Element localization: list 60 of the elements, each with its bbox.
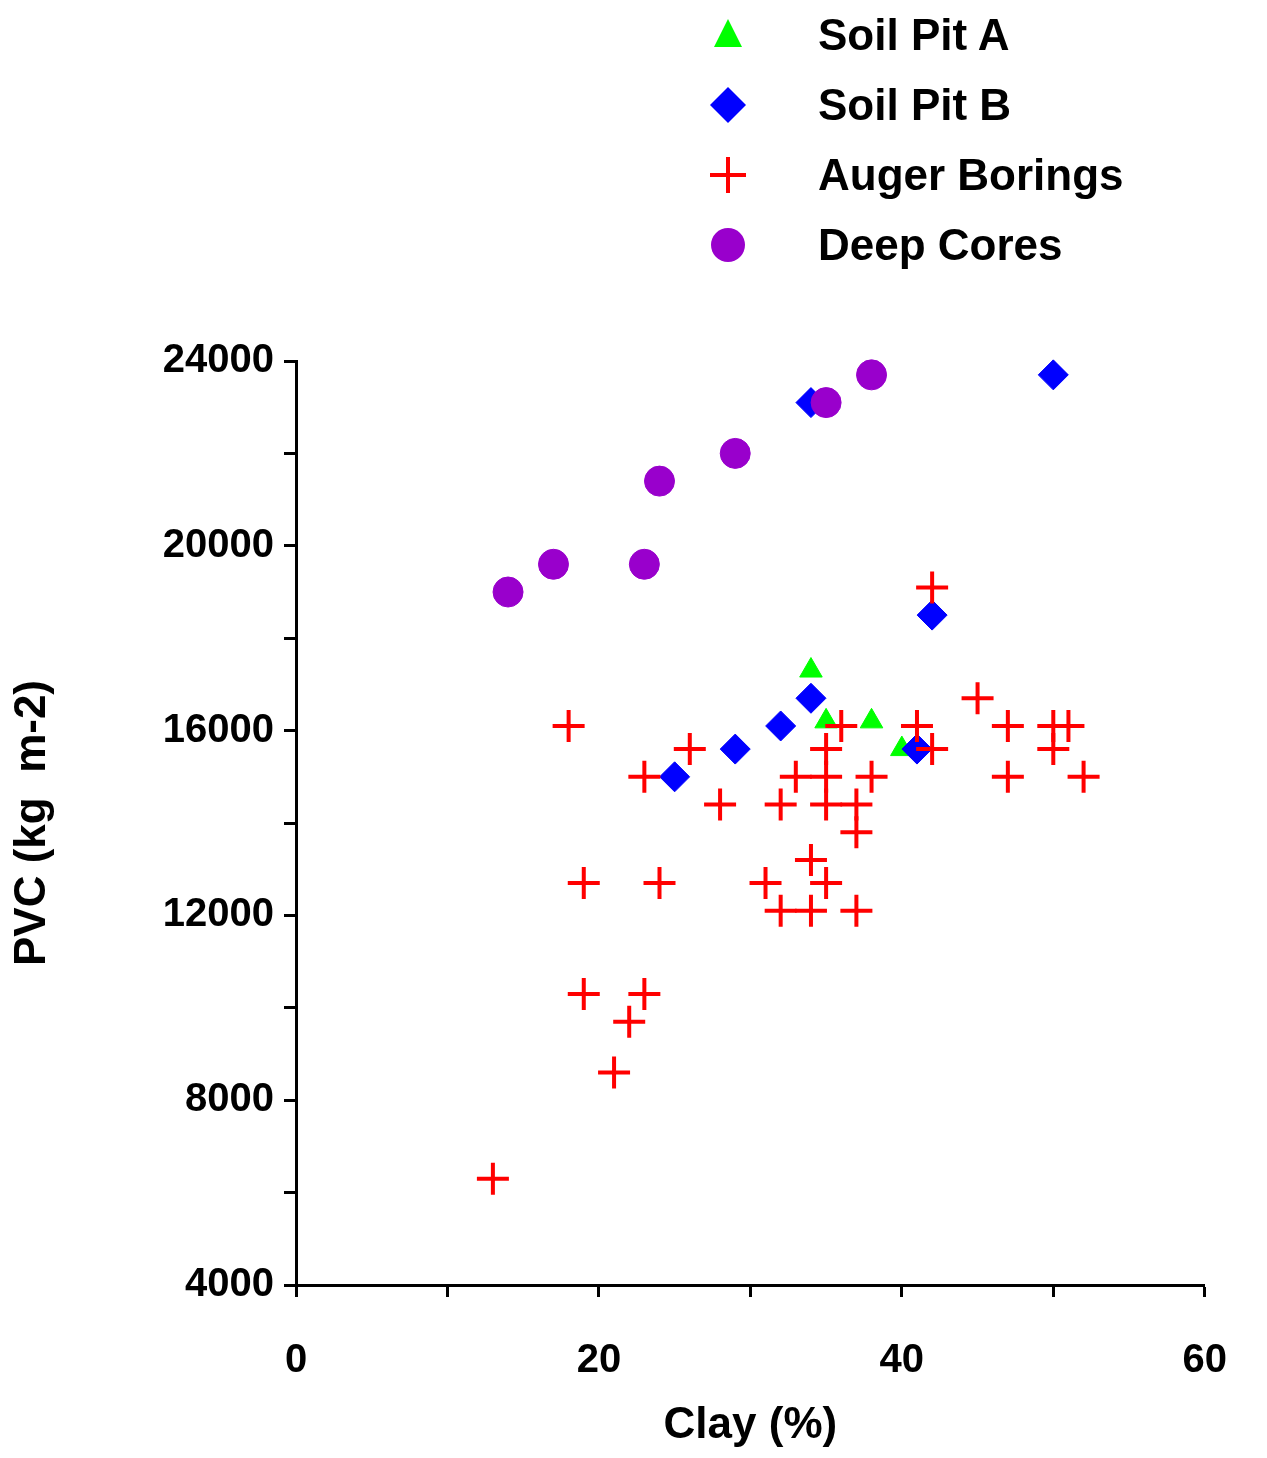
legend-label: Auger Borings [818,150,1124,200]
point [1037,733,1070,766]
legend-label: Soil Pit B [818,80,1012,130]
point [810,867,843,900]
y-tick-label: 24000 [162,336,274,381]
point [795,682,827,714]
point [659,761,691,793]
point [628,548,660,580]
point [855,760,888,793]
point [900,709,933,742]
point [704,788,737,821]
point [779,760,812,793]
y-axis-title: PVC (kg m-2) [4,679,54,967]
point [916,599,948,631]
point [916,571,949,604]
x-tick-label: 60 [1182,1336,1227,1381]
point [991,709,1024,742]
point [719,437,751,469]
point [1067,760,1100,793]
point [810,387,842,419]
point [644,465,675,497]
point [552,709,585,742]
point [476,1162,509,1195]
point [749,867,782,900]
y-tick-label: 4000 [185,1260,274,1305]
point [598,1056,631,1089]
point [567,977,600,1010]
legend-label: Deep Cores [818,220,1063,270]
point [492,576,524,608]
point [794,843,827,876]
x-axis-title: Clay (%) [663,1397,838,1447]
legend-label: Soil Pit A [818,10,1010,60]
point [673,733,706,766]
y-tick-label: 16000 [162,705,274,750]
y-tick-label: 8000 [185,1075,274,1120]
point [764,788,797,821]
point [825,709,858,742]
point [794,894,827,927]
point [991,760,1024,793]
point [765,710,797,742]
point [840,894,873,927]
x-tick-label: 0 [284,1336,308,1381]
point [628,977,661,1010]
point [916,733,949,766]
point [961,682,994,715]
point [764,894,797,927]
y-tick-label: 20000 [162,520,274,565]
point [1037,359,1069,391]
point [613,1005,646,1038]
point [567,867,600,900]
point [628,760,661,793]
point [840,816,873,849]
point [810,733,843,766]
point [537,548,569,580]
point [856,359,888,391]
point [643,867,676,900]
x-tick-label: 20 [576,1336,622,1381]
x-tick-label: 40 [879,1336,925,1381]
point [719,733,751,765]
y-tick-label: 12000 [162,890,274,935]
